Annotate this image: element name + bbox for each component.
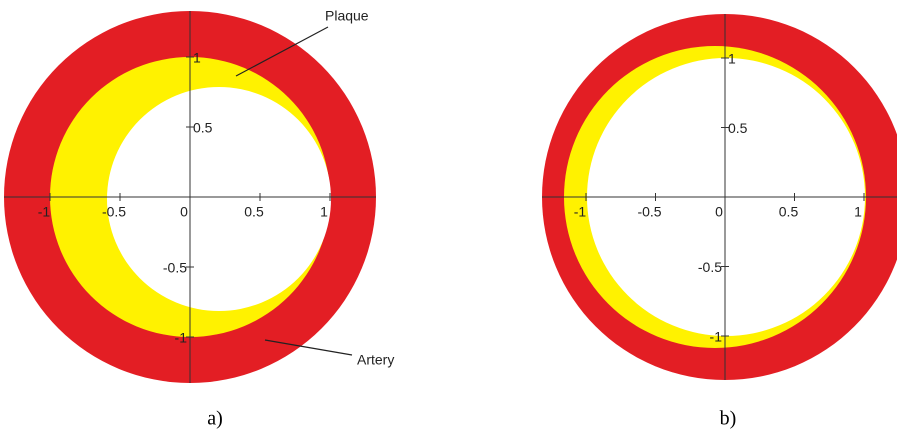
lumen bbox=[107, 87, 331, 311]
annotation: Artery bbox=[357, 352, 394, 368]
x-tick-label: -0.5 bbox=[102, 204, 126, 220]
x-tick-label: -1 bbox=[574, 204, 587, 220]
caption: b) bbox=[720, 408, 737, 430]
y-tick-label: -0.5 bbox=[163, 260, 187, 276]
y-tick-label: 1 bbox=[193, 50, 201, 66]
x-tick-label: 1 bbox=[854, 204, 862, 220]
x-tick-label: 0.5 bbox=[244, 204, 264, 220]
figure: -1 -0.5 0 0.5 1 1 0.5 -0.5 -1 a) Plaque Artery -1 -0.… bbox=[0, 0, 897, 437]
y-tick-label: 0.5 bbox=[728, 120, 748, 136]
y-tick-label: -1 bbox=[710, 329, 723, 345]
x-tick-label: 1 bbox=[320, 204, 328, 220]
annotation: Plaque bbox=[325, 8, 369, 24]
x-tick-label: 0.5 bbox=[779, 204, 799, 220]
x-tick-label: -0.5 bbox=[637, 204, 661, 220]
y-tick-label: 0.5 bbox=[193, 120, 213, 136]
y-tick-label: -1 bbox=[175, 330, 188, 346]
x-tick-label: -1 bbox=[38, 204, 51, 220]
y-tick-label: 1 bbox=[728, 51, 736, 67]
caption: a) bbox=[207, 408, 223, 430]
x-tick-label: 0 bbox=[180, 204, 188, 220]
y-tick-label: -0.5 bbox=[698, 259, 722, 275]
x-tick-label: 0 bbox=[715, 204, 723, 220]
